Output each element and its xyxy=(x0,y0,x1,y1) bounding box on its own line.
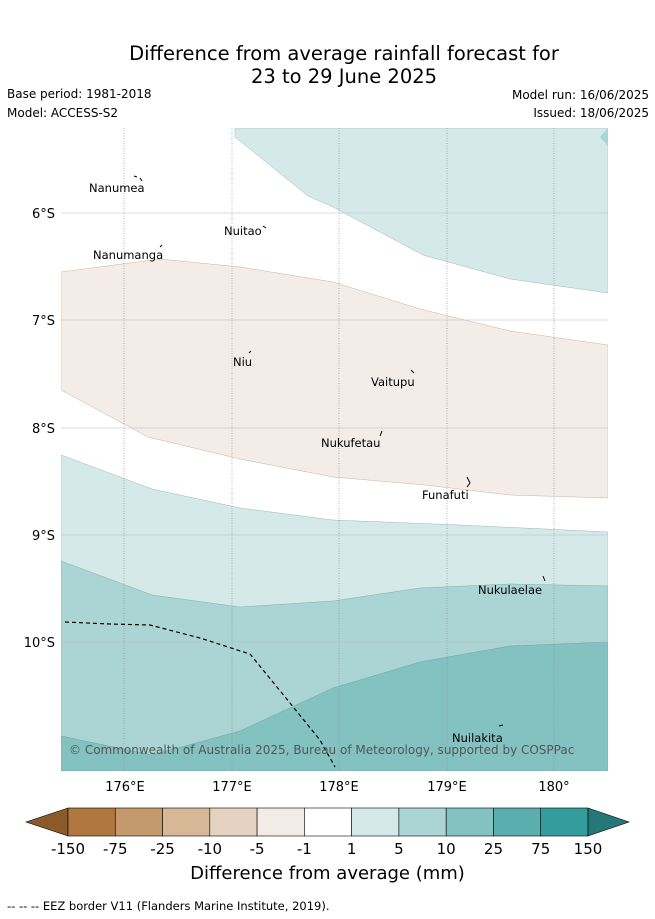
colorbar-swatch xyxy=(398,807,447,837)
colorbar-swatch xyxy=(162,807,211,837)
lon-label-179e: 179°E xyxy=(427,780,467,795)
colorbar-swatch xyxy=(209,807,258,837)
model-name: Model: ACCESS-S2 xyxy=(7,106,119,120)
lat-label-6s: 6°S xyxy=(32,207,55,222)
colorbar-swatch xyxy=(67,807,116,837)
lon-label-180: 180° xyxy=(538,780,569,795)
place-label-nanumea: Nanumea xyxy=(89,181,145,195)
longitude-gridlines xyxy=(123,128,555,771)
colorbar-swatch xyxy=(304,807,352,837)
place-label-nuilakita: Nuilakita xyxy=(452,731,503,745)
colorbar-swatch xyxy=(256,807,305,837)
place-label-nukulaelae: Nukulaelae xyxy=(478,583,542,597)
region-wetter-10-25 xyxy=(61,641,608,771)
colorbar-tick-label: -5 xyxy=(250,840,265,858)
lon-label-176e: 176°E xyxy=(105,780,145,795)
colorbar-swatch xyxy=(351,807,400,837)
island-niu-mark xyxy=(248,350,252,354)
lat-label-8s: 8°S xyxy=(32,422,55,437)
colorbar-tick-label: 150 xyxy=(574,840,603,858)
colorbar-swatch xyxy=(445,807,494,837)
island-nanumanga-mark xyxy=(159,244,163,248)
lat-label-9s: 9°S xyxy=(32,529,55,544)
place-label-vaitupu: Vaitupu xyxy=(371,375,415,389)
model-run: Model run: 16/06/2025 xyxy=(511,88,649,102)
region-wetter-1-5-north xyxy=(234,128,608,294)
colorbar-tick-label: -1 xyxy=(297,840,312,858)
title-line-1: Difference from average rainfall forecas… xyxy=(129,42,559,65)
colorbar-tick-label: 25 xyxy=(484,840,503,858)
colorbar-tick-label: -150 xyxy=(51,840,85,858)
colorbar-extend-low xyxy=(25,807,69,837)
colorbar-label: Difference from average (mm) xyxy=(190,863,465,884)
colorbar-tick-label: 75 xyxy=(531,840,550,858)
eez-border xyxy=(64,621,336,768)
issued-date: Issued: 18/06/2025 xyxy=(533,106,649,120)
island-nukulaelae-mark xyxy=(542,575,546,582)
region-wetter-5-10-corner xyxy=(600,128,608,146)
base-period: Base period: 1981-2018 xyxy=(7,87,152,101)
region-drier-5-1 xyxy=(61,258,608,499)
colorbar-tick-label: 5 xyxy=(394,840,404,858)
lon-label-178e: 178°E xyxy=(319,780,359,795)
island-nanumea-mark xyxy=(133,175,143,182)
island-nuitao-mark xyxy=(262,225,267,229)
lat-label-7s: 7°S xyxy=(32,314,55,329)
colorbar-swatch xyxy=(493,807,542,837)
place-label-nanumanga: Nanumanga xyxy=(93,248,163,262)
colorbar-tick-label: 10 xyxy=(437,840,456,858)
latitude-gridlines xyxy=(61,212,608,643)
colorbar: -150 -75 -25 -10 -5 -1 1 5 10 25 75 150 xyxy=(25,807,630,858)
colorbar-extend-high xyxy=(587,807,630,837)
eez-legend: -- -- -- EEZ border V11 (Flanders Marine… xyxy=(7,899,330,913)
island-nuilakita-mark xyxy=(498,724,504,727)
title-line-2: 23 to 29 June 2025 xyxy=(250,65,438,88)
lat-label-10s: 10°S xyxy=(24,636,55,651)
colorbar-tick-label: -25 xyxy=(150,840,175,858)
map-plot-area: Nanumea Nuitao Nanumanga Niu Vaitupu Nuk… xyxy=(61,128,608,771)
island-vaitupu-mark xyxy=(410,369,415,374)
copyright-notice: © Commonwealth of Australia 2025, Bureau… xyxy=(69,743,574,757)
lon-label-177e: 177°E xyxy=(212,780,252,795)
island-marks xyxy=(133,175,546,727)
island-nukufetau-mark xyxy=(379,430,383,437)
place-label-nuitao: Nuitao xyxy=(224,224,262,238)
place-label-funafuti: Funafuti xyxy=(422,488,469,502)
colorbar-tick-label: -75 xyxy=(103,840,128,858)
colorbar-swatch xyxy=(114,807,163,837)
island-funafuti-mark xyxy=(466,476,471,488)
place-label-nukufetau: Nukufetau xyxy=(321,436,380,450)
colorbar-tick-label: 1 xyxy=(347,840,357,858)
place-label-niu: Niu xyxy=(233,355,252,369)
colorbar-swatch xyxy=(540,807,589,837)
colorbar-tick-label: -10 xyxy=(198,840,223,858)
